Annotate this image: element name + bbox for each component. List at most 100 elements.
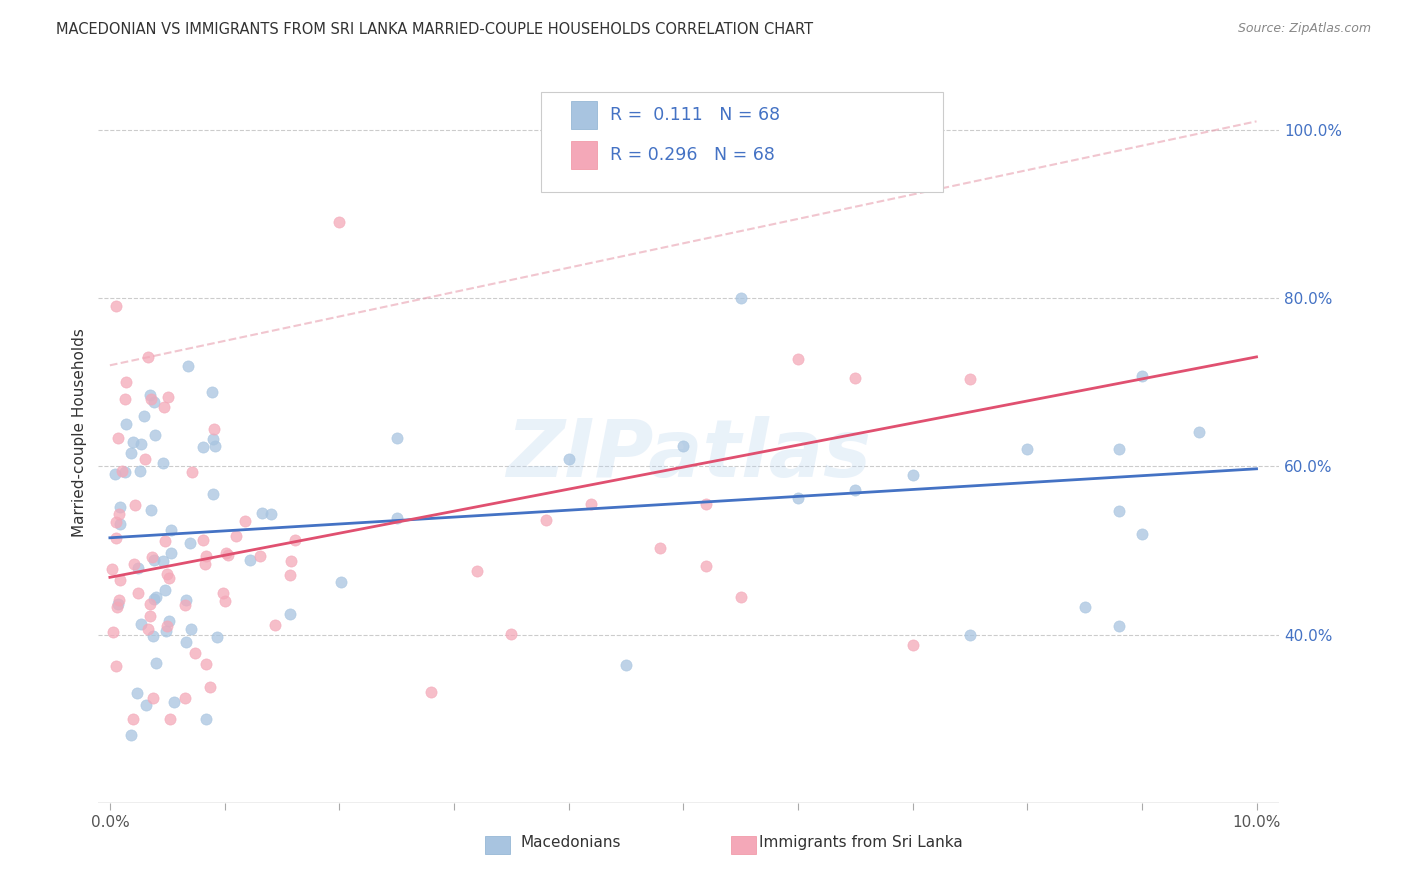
Point [174,592,197,607]
Point [122,435,145,450]
Point [672,439,695,453]
Point [103,624,125,639]
Point [141,550,163,565]
Point [153,582,176,597]
Point [135,698,157,713]
Point [328,215,350,229]
Point [139,503,162,517]
Point [152,554,174,568]
Point [174,691,197,706]
Text: R = 0.296   N = 68: R = 0.296 N = 68 [610,146,775,164]
Point [129,465,152,479]
Point [330,575,353,590]
Point [136,622,159,636]
Point [1188,425,1211,440]
Point [278,607,301,621]
Point [159,546,181,560]
Point [1108,619,1130,633]
Point [104,515,127,529]
Point [786,351,808,366]
Point [139,392,162,406]
Point [191,533,214,547]
Point [132,409,155,424]
Point [108,508,131,522]
Point [239,552,262,566]
FancyBboxPatch shape [541,92,943,192]
Point [1108,442,1130,457]
Point [143,395,166,409]
Point [108,593,131,607]
Point [124,498,146,512]
Point [163,695,186,709]
Point [280,554,302,568]
Point [153,534,176,549]
Point [280,568,302,582]
Point [215,546,238,560]
Point [1130,369,1153,384]
Point [194,549,217,563]
Point [202,487,225,501]
Point [212,586,235,600]
Point [581,497,603,511]
Point [191,440,214,454]
Point [129,437,152,451]
Point [101,561,124,575]
Point [145,657,167,671]
Point [108,500,131,514]
Point [174,635,197,649]
Point [217,549,239,563]
Point [127,561,149,575]
Point [250,506,273,520]
Point [198,680,221,694]
Point [111,465,134,479]
Point [156,390,179,404]
Point [107,432,129,446]
FancyBboxPatch shape [571,141,596,169]
Point [125,686,148,700]
Point [534,513,557,527]
Point [108,516,131,531]
Point [134,452,156,467]
Point [204,439,226,453]
Point [249,549,271,564]
Point [143,591,166,606]
Point [650,541,672,556]
Point [107,597,129,611]
Point [143,427,166,442]
Point [1017,442,1039,456]
Point [207,630,229,644]
Point [156,567,179,582]
Point [730,291,752,305]
Point [844,483,866,498]
Point [127,586,149,600]
Point [264,618,287,632]
Point [114,375,136,389]
Point [142,630,165,644]
Point [122,557,145,571]
FancyBboxPatch shape [571,101,596,129]
Point [194,712,217,726]
Point [105,600,128,615]
Point [786,491,808,506]
Text: ZIPatlas: ZIPatlas [506,416,872,494]
Point [385,511,408,525]
Point [695,497,717,511]
Point [120,446,142,460]
Text: Macedonians: Macedonians [520,836,620,850]
Point [157,571,180,585]
Point [959,372,981,386]
Text: Source: ZipAtlas.com: Source: ZipAtlas.com [1237,22,1371,36]
Point [1073,600,1095,615]
Point [115,417,138,431]
Point [138,350,160,364]
Point [195,657,218,671]
Point [122,712,145,726]
Text: Immigrants from Sri Lanka: Immigrants from Sri Lanka [759,836,963,850]
Point [108,573,131,587]
Point [844,371,866,385]
Point [201,385,224,400]
Point [145,590,167,604]
Point [143,553,166,567]
Point [225,529,247,543]
Point [959,628,981,642]
